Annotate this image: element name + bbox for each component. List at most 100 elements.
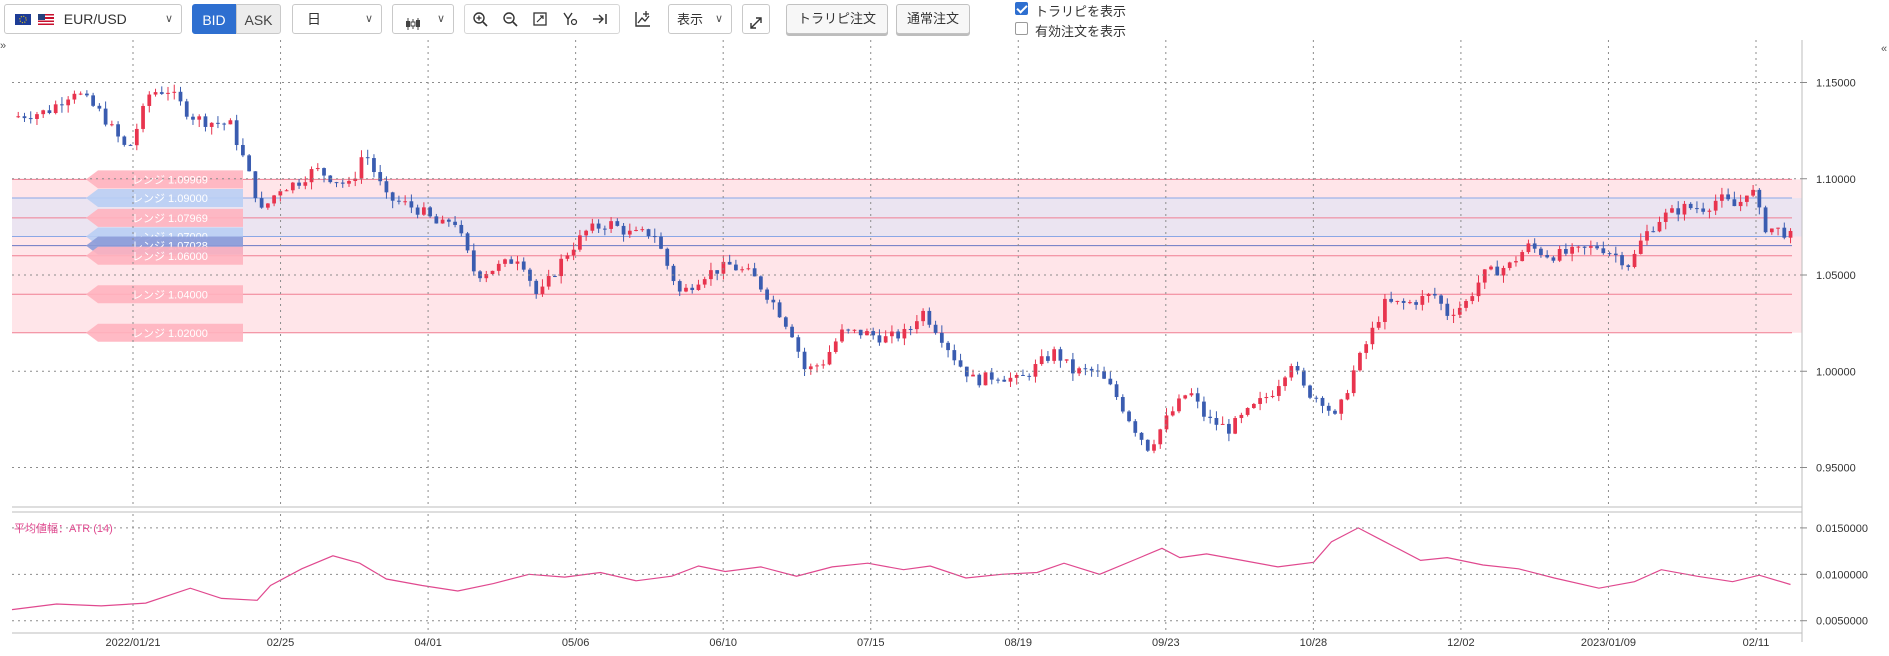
candle-body <box>1389 298 1394 302</box>
candle-body <box>846 329 851 331</box>
candle-body <box>808 366 813 370</box>
candle-body <box>1638 240 1643 254</box>
candle-body <box>1376 321 1381 328</box>
candle-body <box>359 157 364 179</box>
candle-body <box>1701 208 1706 212</box>
candle-body <box>1164 415 1169 430</box>
zoom-in-icon[interactable] <box>467 6 493 32</box>
expand-button[interactable] <box>742 4 770 34</box>
candle-body <box>1220 423 1225 425</box>
candle-body <box>178 91 183 102</box>
candle-body <box>852 329 857 331</box>
candle-body <box>1557 249 1562 261</box>
candle-body <box>1145 439 1150 451</box>
zoom-out-icon[interactable] <box>497 6 523 32</box>
axes: 2022/01/21 02/25 04/01 05/06 06/10 07/15 08/19… <box>12 40 1868 649</box>
bid-button[interactable]: BID <box>192 4 236 34</box>
candle-body <box>821 364 826 366</box>
timeframe-select[interactable]: 日 ∨ <box>292 4 382 34</box>
candle-body <box>372 158 376 173</box>
checkbox-checked[interactable] <box>1015 2 1028 15</box>
candle-body <box>771 299 776 303</box>
candle-body <box>159 92 164 94</box>
candle-body <box>1314 397 1319 399</box>
candle-body <box>696 284 701 291</box>
checkbox-unchecked[interactable] <box>1015 22 1028 35</box>
candle-body <box>802 351 807 370</box>
candle-body <box>384 181 389 193</box>
candle-body <box>141 105 145 129</box>
candle-body <box>228 120 233 125</box>
normal-order-button[interactable]: 通常注文 <box>896 4 970 34</box>
fit-screen-icon[interactable] <box>527 6 553 32</box>
candle-body <box>1514 261 1518 263</box>
candle-body <box>571 249 576 256</box>
symbol-select[interactable]: EUR/USD ∨ <box>4 4 182 34</box>
candle-body <box>1170 411 1175 416</box>
range-zone <box>12 198 1802 237</box>
candle-body <box>671 265 676 282</box>
add-indicator-icon[interactable] <box>630 6 656 32</box>
candle-body <box>946 342 950 351</box>
candle-body <box>1464 301 1468 308</box>
scroll-to-end-icon[interactable] <box>587 6 613 32</box>
candle-body <box>1058 349 1063 361</box>
candle-body <box>1158 429 1163 445</box>
candle-body <box>858 329 863 336</box>
candle-body <box>253 171 258 199</box>
candle-body <box>172 91 177 93</box>
candle-body <box>1582 246 1587 248</box>
candle-body <box>1482 269 1487 283</box>
candle-body <box>840 329 844 342</box>
candle-body <box>1651 231 1656 233</box>
candle-body <box>1264 396 1269 399</box>
candle-body <box>234 120 239 146</box>
candle-body <box>1370 327 1375 345</box>
candle-body <box>796 337 801 352</box>
symbol-label: EUR/USD <box>63 11 127 27</box>
candle-body <box>184 101 189 117</box>
candle-body <box>409 201 414 208</box>
candle-body <box>503 259 507 264</box>
candle-body <box>241 145 245 156</box>
candle-body <box>1301 370 1306 386</box>
collapse-right-icon[interactable]: « <box>1881 43 1888 55</box>
candle-body <box>1401 300 1406 303</box>
y-tick-label: 1.00000 <box>1816 366 1856 378</box>
candle-body <box>1613 253 1618 256</box>
candle-body <box>1021 374 1025 376</box>
y-tick-label: 0.0050000 <box>1816 616 1868 628</box>
candle-body <box>1539 248 1543 255</box>
collapse-left-icon[interactable]: » <box>0 40 7 52</box>
candle-body <box>1339 399 1344 414</box>
candle-body <box>727 261 732 265</box>
candle-body <box>1270 395 1275 397</box>
drawing-tool-icon[interactable] <box>557 6 583 32</box>
candle-body <box>1276 386 1281 396</box>
candle-body <box>1114 384 1119 398</box>
x-tick-label: 04/01 <box>414 637 442 649</box>
chart-type-select[interactable]: ∨ <box>392 4 454 34</box>
tool-group <box>464 4 620 34</box>
candle-body <box>983 372 988 386</box>
trailing-order-button[interactable]: トラリピ注文 <box>786 4 888 34</box>
candle-body <box>1308 385 1312 398</box>
candle-body <box>1663 212 1668 222</box>
candle-body <box>827 351 832 365</box>
candle-body <box>921 310 925 322</box>
ask-button[interactable]: ASK <box>236 4 281 34</box>
candle-body <box>1395 300 1400 302</box>
candle-body <box>1657 221 1662 232</box>
candle-body <box>1470 296 1475 302</box>
candle-body <box>989 372 994 380</box>
candle-body <box>22 116 27 119</box>
candle-body <box>915 321 919 330</box>
candle-body <box>309 169 314 183</box>
chart-area[interactable]: レンジ 1.09969 レンジ 1.09000 レンジ 1.07969 レンジ 1.0… <box>0 40 1889 656</box>
range-tag <box>86 189 243 207</box>
range-tag-label: レンジ 1.09969 <box>132 174 208 186</box>
candle-body <box>1333 410 1337 414</box>
candle-body <box>602 228 607 230</box>
display-menu[interactable]: 表示 ∨ <box>668 4 732 34</box>
candle-body <box>1688 203 1693 209</box>
